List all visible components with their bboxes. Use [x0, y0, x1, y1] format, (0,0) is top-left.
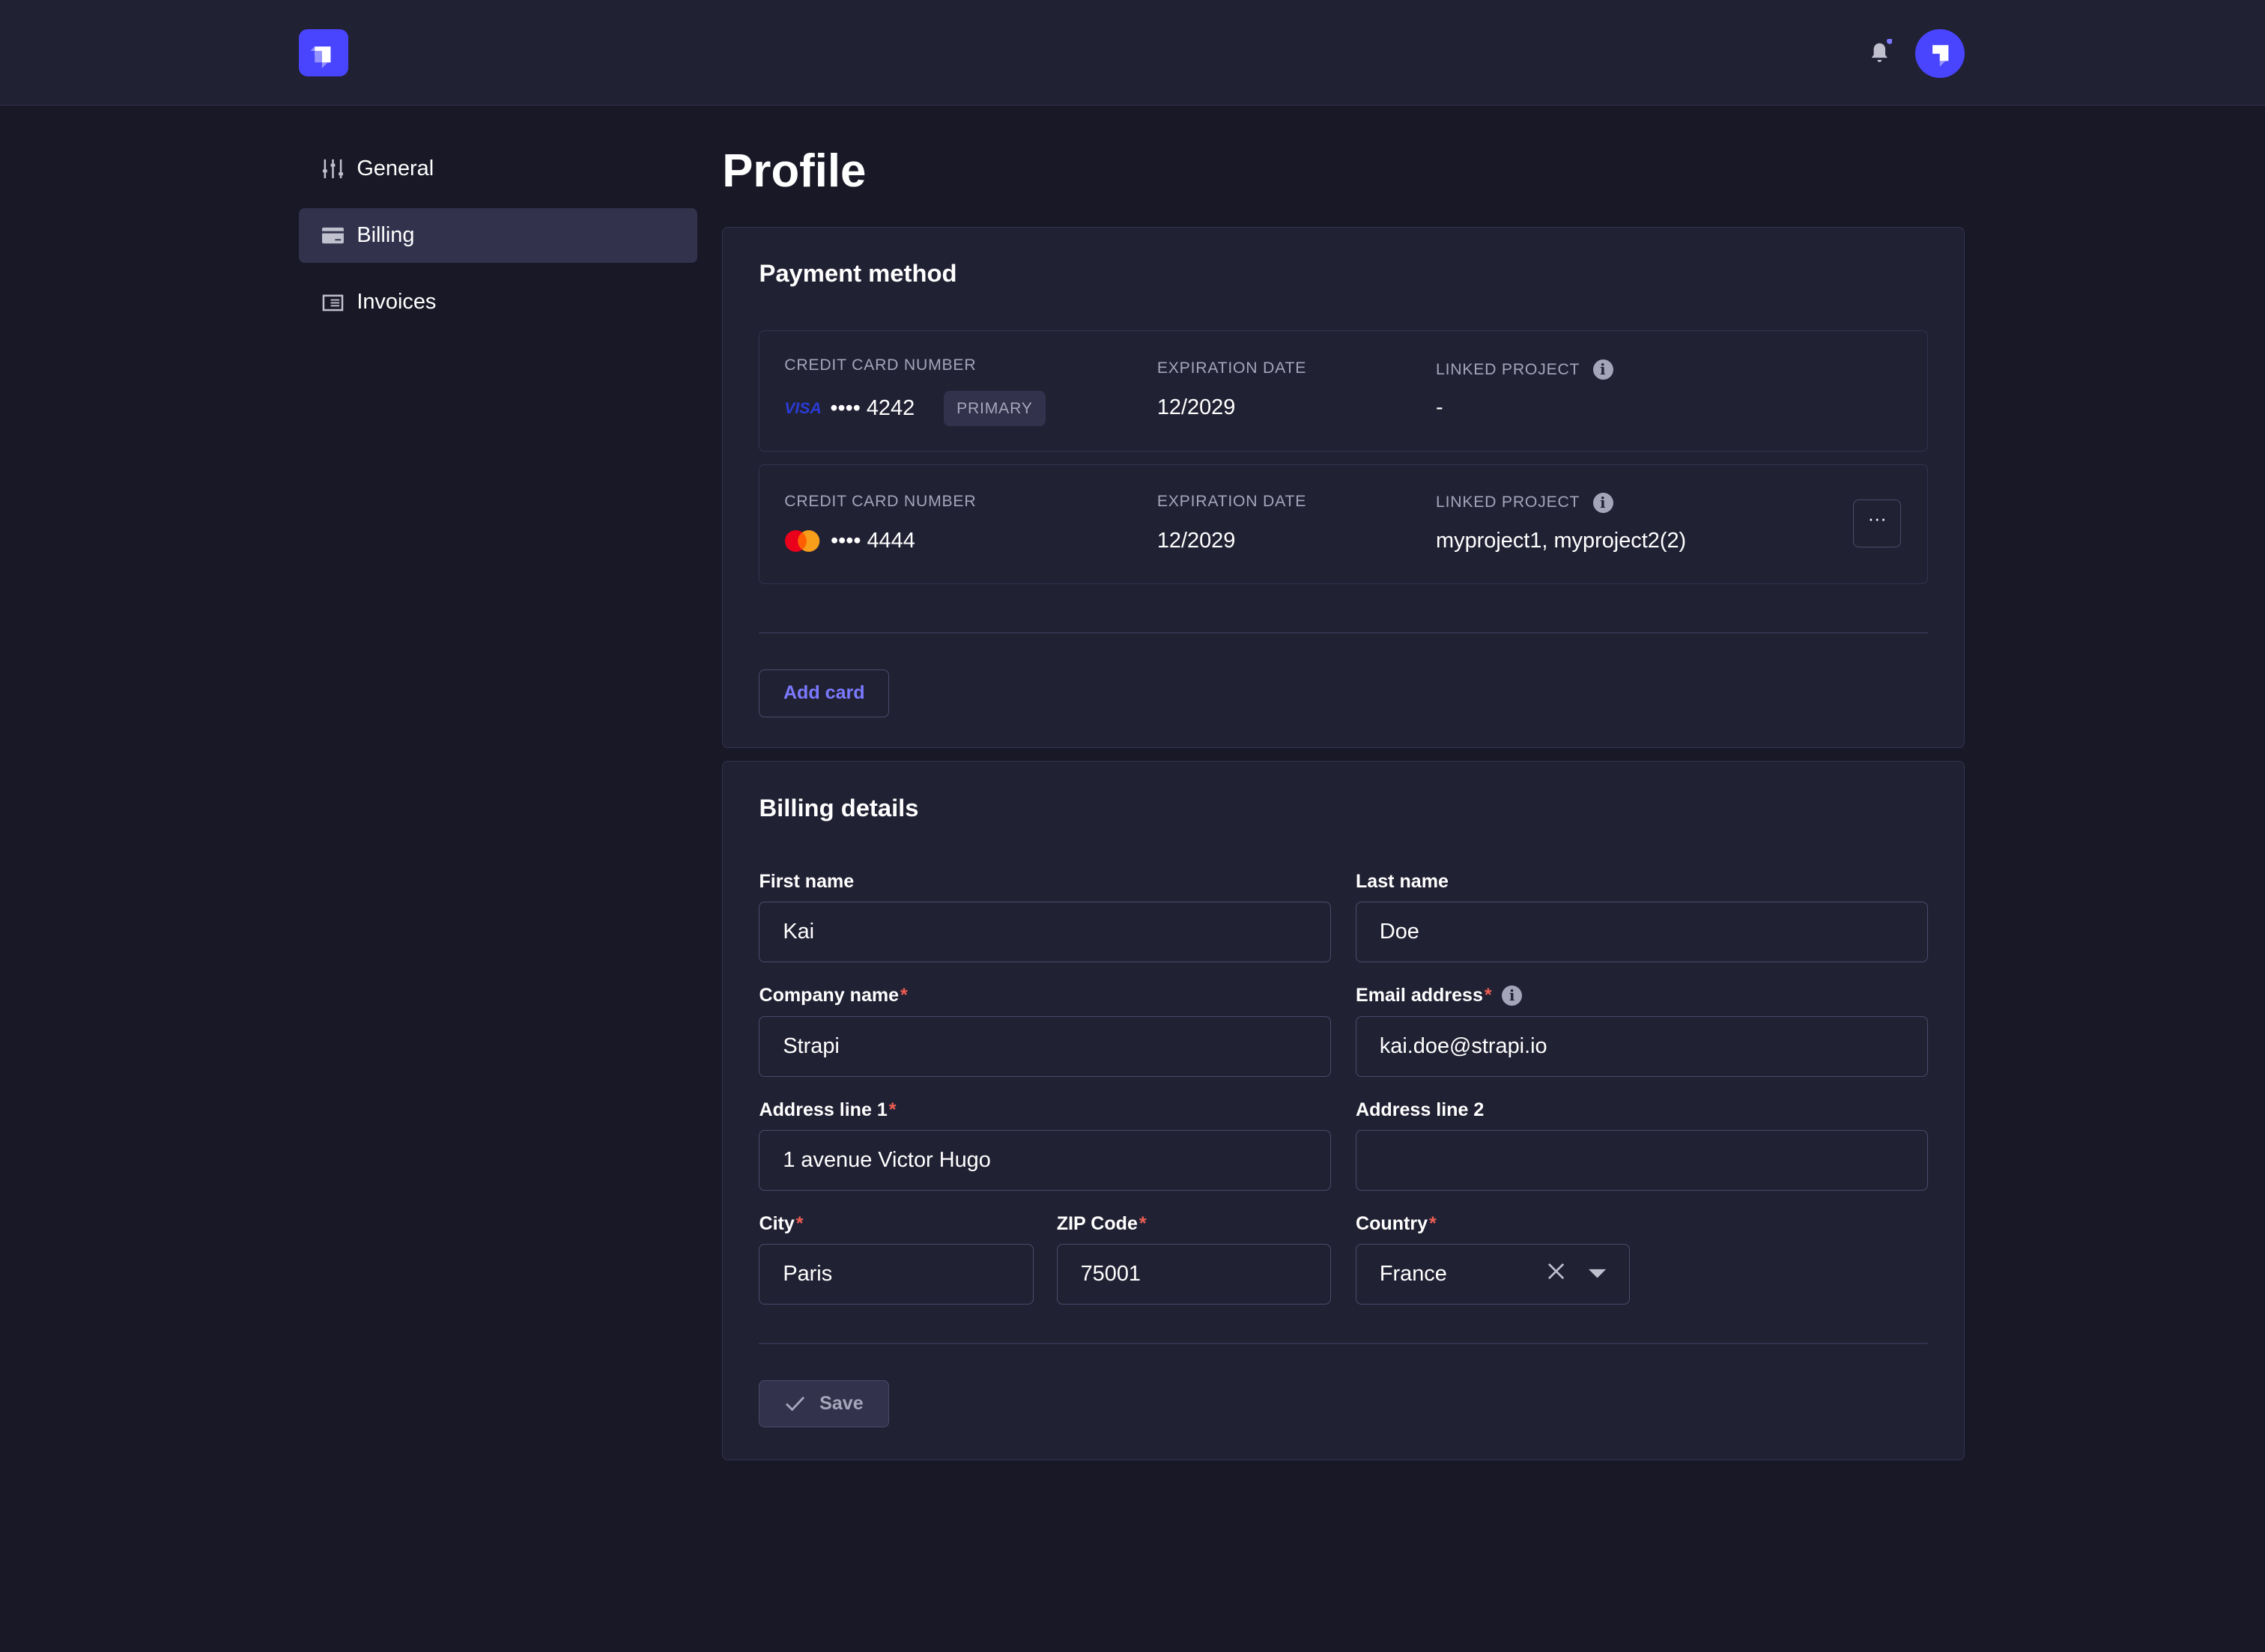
field-label: Address line 2 — [1355, 1099, 1485, 1120]
sliders-icon — [323, 160, 344, 179]
field-label: First name — [759, 870, 855, 892]
card-number: •••• 4444 — [830, 528, 915, 553]
billing-details-panel: Billing details First name Last name Com… — [722, 761, 1965, 1460]
card-number: •••• 4242 — [830, 396, 915, 421]
visa-icon: VISA — [784, 399, 822, 417]
card-row: CREDIT CARD NUMBER VISA •••• 4242 PRIMARY … — [759, 330, 1928, 452]
top-bar — [0, 0, 2265, 106]
field-label: Email address — [1355, 985, 1483, 1006]
last-name-input[interactable] — [1355, 902, 1928, 963]
strapi-logo[interactable] — [299, 28, 348, 77]
section-title: Billing details — [759, 793, 919, 822]
column-label: CREDIT CARD NUMBER — [784, 356, 977, 374]
field-label: ZIP Code — [1056, 1212, 1138, 1234]
sidebar-item-label: Invoices — [357, 289, 437, 314]
linked-project: myproject1, myproject2(2) — [1436, 528, 1687, 553]
field-label: Country — [1355, 1212, 1428, 1234]
country-value: France — [1379, 1262, 1447, 1287]
card-row: CREDIT CARD NUMBER •••• 4444 EXPIRATION … — [759, 464, 1928, 585]
zip-code-input[interactable] — [1056, 1244, 1332, 1305]
primary-badge: PRIMARY — [943, 391, 1046, 427]
chevron-down-icon[interactable] — [1589, 1268, 1607, 1279]
column-label: LINKED PROJECT — [1436, 494, 1580, 511]
address-line-1-input[interactable] — [759, 1130, 1332, 1191]
expiration-date: 12/2029 — [1156, 528, 1236, 553]
invoice-icon — [322, 294, 344, 311]
more-actions-button[interactable]: ··· — [1853, 499, 1902, 547]
sidebar: General Billing Invoices — [299, 142, 698, 341]
required-marker: * — [1484, 985, 1492, 1006]
info-icon[interactable]: i — [1592, 492, 1613, 513]
credit-card-icon — [322, 227, 344, 243]
sidebar-item-billing[interactable]: Billing — [299, 207, 698, 263]
sidebar-item-label: Billing — [357, 222, 415, 247]
mastercard-icon — [785, 529, 820, 552]
sidebar-item-invoices[interactable]: Invoices — [299, 274, 697, 329]
required-marker: * — [1428, 1212, 1437, 1234]
required-marker: * — [795, 1212, 804, 1234]
user-avatar[interactable] — [1915, 28, 1965, 79]
first-name-input[interactable] — [759, 902, 1332, 963]
required-marker: * — [1138, 1212, 1147, 1234]
save-button[interactable]: Save — [759, 1379, 890, 1428]
sidebar-item-general[interactable]: General — [299, 142, 697, 196]
page-title: Profile — [722, 145, 867, 197]
column-label: EXPIRATION DATE — [1156, 492, 1307, 510]
info-icon[interactable]: i — [1502, 986, 1523, 1006]
required-marker: * — [888, 1099, 897, 1120]
field-label: City — [759, 1212, 795, 1234]
divider — [759, 631, 1928, 634]
column-label: EXPIRATION DATE — [1156, 359, 1307, 377]
expiration-date: 12/2029 — [1156, 395, 1236, 420]
required-marker: * — [900, 985, 908, 1006]
company-name-input[interactable] — [759, 1015, 1332, 1077]
city-input[interactable] — [759, 1244, 1034, 1305]
field-label: Address line 1 — [759, 1099, 888, 1120]
section-title: Payment method — [759, 259, 957, 288]
clear-icon[interactable] — [1547, 1263, 1565, 1280]
check-icon — [785, 1396, 804, 1412]
column-label: CREDIT CARD NUMBER — [784, 492, 977, 510]
save-label: Save — [819, 1393, 864, 1415]
address-line-2-input[interactable] — [1355, 1130, 1928, 1191]
payment-method-panel: Payment method CREDIT CARD NUMBER VISA ••… — [722, 226, 1965, 748]
add-card-button[interactable]: Add card — [759, 669, 890, 717]
email-input[interactable] — [1355, 1015, 1928, 1077]
field-label: Company name — [759, 985, 900, 1006]
field-label: Last name — [1355, 870, 1449, 892]
bell-icon[interactable] — [1867, 39, 1893, 65]
info-icon[interactable]: i — [1592, 359, 1613, 380]
country-select[interactable]: France — [1355, 1244, 1631, 1305]
divider — [759, 1342, 1928, 1344]
sidebar-item-label: General — [357, 157, 434, 181]
column-label: LINKED PROJECT — [1436, 360, 1580, 378]
linked-project: - — [1436, 395, 1443, 420]
